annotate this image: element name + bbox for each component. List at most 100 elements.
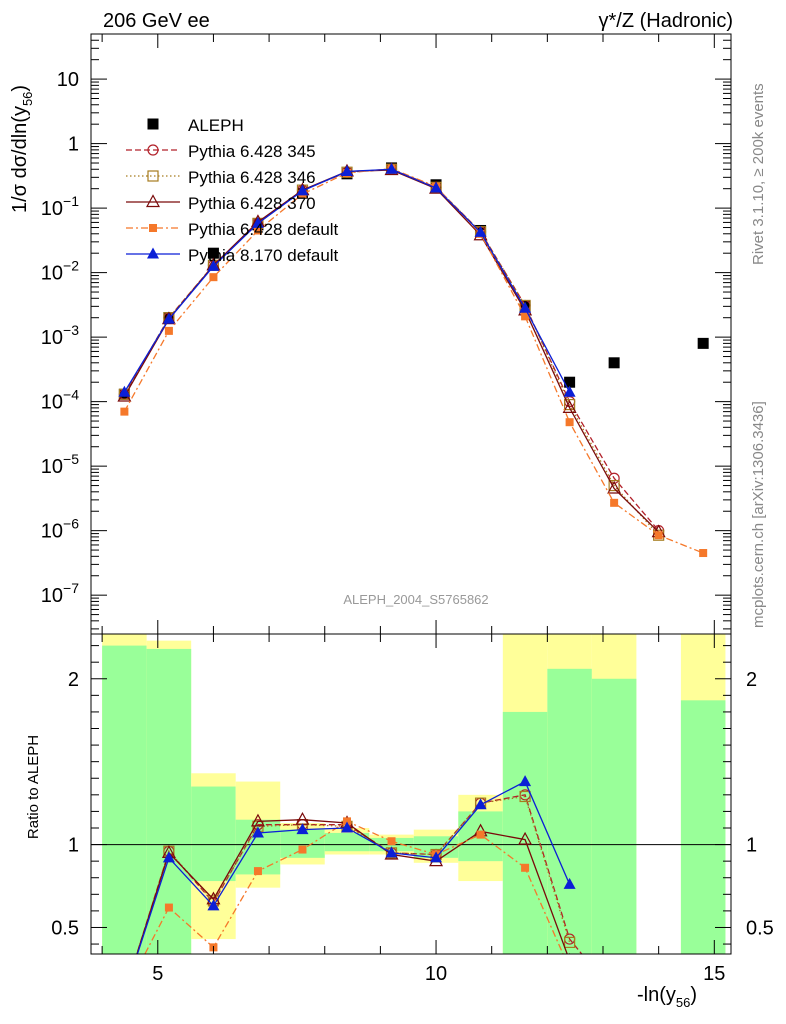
ratio-point-p6def bbox=[343, 817, 351, 826]
tick-exponent: −7 bbox=[63, 580, 79, 596]
ratio-point-p8def bbox=[519, 775, 532, 787]
x-axis-title: -ln(y56) bbox=[637, 984, 697, 1010]
main-y-axis-title-main: 1/σ dσ/dln(y bbox=[9, 106, 31, 213]
main-point-p346 bbox=[608, 479, 620, 492]
main-point-p346 bbox=[564, 398, 576, 411]
ratio-band-inner bbox=[191, 786, 236, 882]
main-y-tick-label: 10−1 bbox=[41, 193, 79, 220]
main-point-p8def bbox=[563, 385, 576, 397]
legend-label-p8def: Pythia 8.170 default bbox=[188, 246, 339, 265]
main-y-tick-label: 1 bbox=[68, 134, 79, 156]
x-tick-label: 5 bbox=[152, 963, 163, 985]
main-point-p8def bbox=[118, 385, 131, 397]
legend-marker-p370 bbox=[145, 194, 161, 208]
main-point-p6def bbox=[521, 312, 530, 321]
main-y-axis-title-sub: 56 bbox=[20, 92, 35, 106]
ratio-point-p6def bbox=[298, 845, 307, 854]
ratio-y-tick-label-left: 2 bbox=[68, 669, 79, 691]
ratio-point-p8def bbox=[563, 877, 576, 889]
ratio-point-p8def bbox=[341, 821, 353, 833]
main-y-tick-label: 10−5 bbox=[41, 451, 79, 478]
ratio-point-p8def bbox=[385, 846, 398, 858]
x-tick-label: 15 bbox=[703, 963, 725, 985]
tick-base: 10 bbox=[41, 392, 63, 414]
main-point-p6def bbox=[209, 273, 218, 282]
main-panel-series bbox=[117, 162, 709, 558]
tick-exponent: −2 bbox=[63, 258, 79, 274]
tick-exponent: −1 bbox=[63, 193, 79, 209]
ratio-point-p8def bbox=[207, 899, 220, 911]
main-point-p8def bbox=[519, 301, 532, 313]
ratio-point-p346 bbox=[564, 936, 576, 948]
ratio-point-p8def bbox=[430, 851, 443, 863]
main-point-p8def bbox=[296, 184, 309, 196]
main-y-axis-title: 1/σ dσ/dln(y56) bbox=[9, 85, 35, 213]
main-point-p8def bbox=[341, 164, 353, 176]
legend-marker-p345 bbox=[147, 144, 159, 156]
main-point-p8def bbox=[385, 162, 398, 174]
main-y-tick-label: 10−3 bbox=[41, 322, 79, 349]
ratio-point-p8def bbox=[162, 851, 175, 863]
ratio-band-inner bbox=[413, 836, 459, 858]
tick-base: 10 bbox=[41, 263, 63, 285]
legend: ALEPH Pythia 6.428 345 Pythia 6.428 346 Pyt… bbox=[126, 116, 339, 265]
ratio-point-p6def bbox=[476, 830, 485, 839]
main-line-p6def bbox=[123, 167, 704, 554]
ratio-point-p8def bbox=[474, 798, 487, 810]
ratio-point-p8def bbox=[118, 987, 130, 998]
legend-marker-p8def bbox=[147, 247, 159, 259]
ratio-point-p6def bbox=[566, 965, 574, 973]
x-tick-label: 10 bbox=[425, 963, 447, 985]
legend-label-p6def: Pythia 6.428 default bbox=[188, 220, 339, 239]
ratio-point-p346 bbox=[519, 790, 531, 803]
legend-entry-p8def: Pythia 8.170 default bbox=[126, 246, 339, 265]
main-y-axis-title-close: ) bbox=[9, 85, 31, 92]
ratio-panel-series bbox=[91, 775, 731, 998]
tick-exponent: −4 bbox=[63, 387, 79, 403]
main-series-p8def bbox=[118, 162, 576, 397]
ratio-band-inner bbox=[547, 668, 592, 954]
tick-base: 10 bbox=[41, 585, 63, 607]
legend-entry-aleph: ALEPH bbox=[147, 116, 244, 135]
tick-exponent: −5 bbox=[63, 451, 79, 467]
main-point-p6def bbox=[253, 226, 262, 235]
main-point-p8def bbox=[251, 216, 264, 228]
header-right-label: γ*/Z (Hadronic) bbox=[599, 10, 733, 32]
legend-label-p346: Pythia 6.428 346 bbox=[188, 168, 316, 187]
tick-base: 10 bbox=[41, 521, 63, 543]
x-axis-title-close: ) bbox=[690, 984, 697, 1006]
main-point-p6def bbox=[610, 498, 619, 507]
ratio-point-p6def bbox=[253, 867, 262, 876]
main-point-aleph bbox=[608, 357, 620, 369]
ratio-point-p370 bbox=[518, 831, 533, 845]
legend-marker-aleph bbox=[147, 118, 159, 130]
main-point-aleph bbox=[697, 337, 709, 349]
main-y-tick-label: 10 bbox=[57, 69, 79, 91]
ratio-point-p8def bbox=[251, 826, 264, 838]
legend-entry-p6def: Pythia 6.428 default bbox=[126, 220, 339, 239]
legend-entry-p370: Pythia 6.428 370 bbox=[126, 194, 316, 213]
ratio-point-p6def bbox=[387, 837, 396, 846]
main-point-p6def bbox=[120, 407, 129, 416]
ratio-point-p370 bbox=[250, 813, 265, 827]
legend-entry-p346: Pythia 6.428 346 bbox=[126, 168, 316, 187]
ratio-y-axis-title: Ratio to ALEPH bbox=[25, 735, 42, 839]
ratio-point-p370 bbox=[118, 987, 130, 998]
x-axis-title-main: -ln(y bbox=[637, 984, 676, 1006]
main-y-tick-label: 10−2 bbox=[41, 258, 79, 285]
ratio-y-tick-label-left: 1 bbox=[68, 835, 79, 857]
main-point-p8def bbox=[207, 259, 220, 271]
legend-marker-p6def bbox=[149, 224, 157, 232]
ratio-band-inner bbox=[680, 700, 726, 954]
main-point-p8def bbox=[162, 312, 175, 324]
ratio-series-p8def bbox=[118, 775, 576, 998]
main-point-p370 bbox=[607, 480, 622, 494]
ratio-point-p6def bbox=[164, 903, 173, 912]
ratio-y-tick-label-right: 1 bbox=[746, 835, 757, 857]
ratio-point-p370 bbox=[568, 952, 571, 954]
main-point-p6def bbox=[654, 531, 663, 540]
main-point-p8def bbox=[474, 225, 487, 237]
ratio-point-p6def bbox=[120, 990, 128, 998]
